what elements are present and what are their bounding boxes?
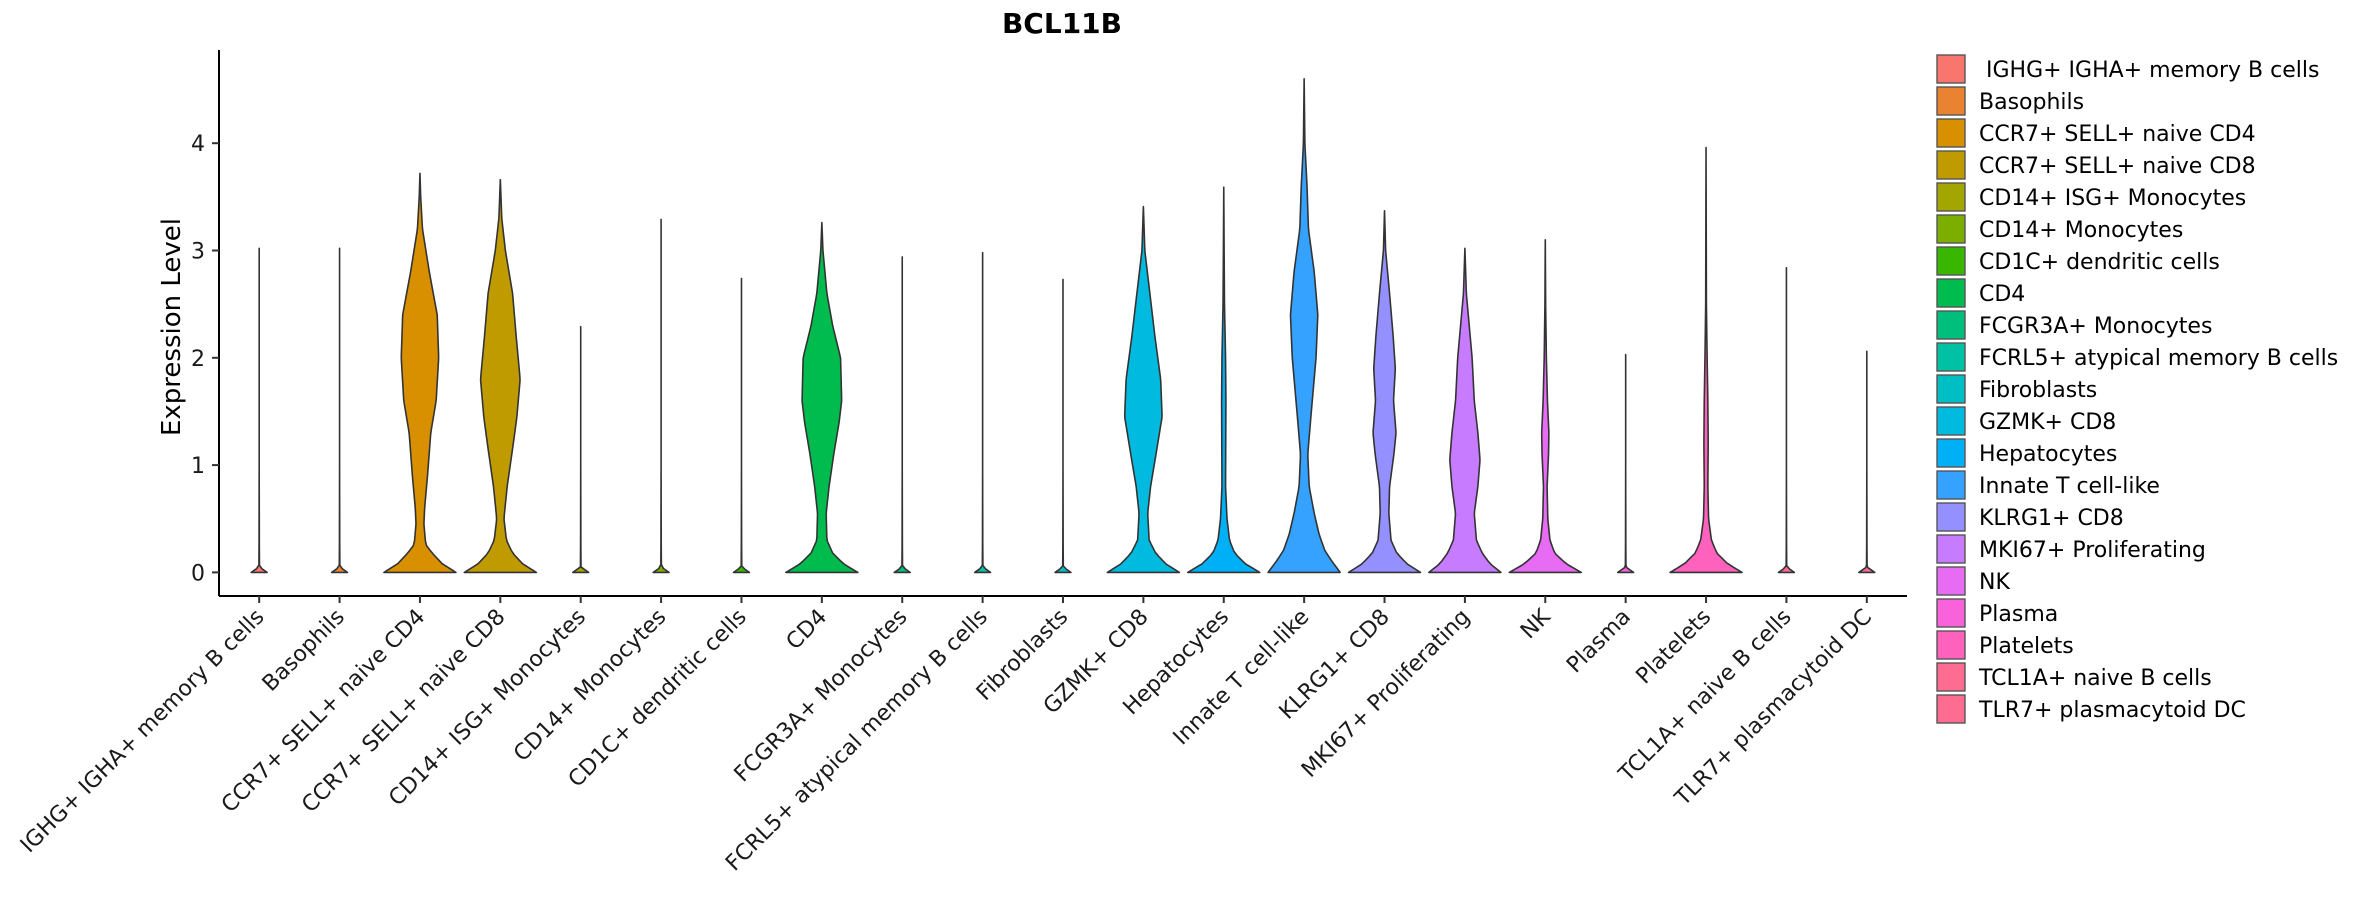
violin-ighg-igha-memory-b-cells <box>250 247 268 574</box>
y-tick-label: 3 <box>191 240 205 265</box>
legend-swatch-fibroblasts <box>1936 374 1966 404</box>
legend-label-fibroblasts: Fibroblasts <box>1979 378 2097 403</box>
legend-label-cd4: CD4 <box>1979 282 2025 307</box>
violin-cd1c-dendritic-cells <box>732 277 751 574</box>
violin-cd4 <box>785 221 859 574</box>
violin-nk <box>1508 238 1583 574</box>
legend-swatch-plasma <box>1936 598 1966 628</box>
violin-fcgr3a-monocytes <box>893 256 911 574</box>
legend-swatch-cd4 <box>1936 278 1966 308</box>
violin-klrg1-cd8 <box>1347 210 1422 574</box>
y-tick-label: 1 <box>191 454 205 479</box>
legend-swatch-nk <box>1936 566 1966 596</box>
legend-swatch-ighg-igha-memory-b-cells <box>1936 54 1966 84</box>
legend-label-fcrl5-atypical-memory-b-cells: FCRL5+ atypical memory B cells <box>1979 346 2338 371</box>
chart-title: BCL11B <box>1002 7 1122 40</box>
legend-swatch-cd14-monocytes <box>1936 214 1966 244</box>
violin-plasma <box>1616 353 1635 574</box>
legend-label-cd1c-dendritic-cells: CD1C+ dendritic cells <box>1979 250 2220 275</box>
legend-label-basophils: Basophils <box>1979 90 2084 115</box>
violin-innate-t-cell-like <box>1267 78 1341 574</box>
legend-label-gzmk-cd8: GZMK+ CD8 <box>1979 410 2116 435</box>
violin-cd14-monocytes <box>652 218 670 574</box>
legend-swatch-klrg1-cd8 <box>1936 502 1966 532</box>
legend-label-cd14-isg-monocytes: CD14+ ISG+ Monocytes <box>1979 186 2246 211</box>
legend-swatch-cd14-isg-monocytes <box>1936 182 1966 212</box>
legend-swatch-tcl1a-naive-b-cells <box>1936 662 1966 692</box>
legend-swatch-fcgr3a-monocytes <box>1936 310 1966 340</box>
legend-label-tlr7-plasmacytoid-dc: TLR7+ plasmacytoid DC <box>1978 698 2246 723</box>
violin-tcl1a-naive-b-cells <box>1777 266 1796 574</box>
legend-swatch-fcrl5-atypical-memory-b-cells <box>1936 342 1966 372</box>
legend: IGHG+ IGHA+ memory B cells Basophils CCR7+… <box>1936 54 2338 724</box>
legend-label-hepatocytes: Hepatocytes <box>1979 442 2117 467</box>
violin-platelets <box>1669 146 1743 574</box>
legend-swatch-ccr7-sell-naive-cd4 <box>1936 118 1966 148</box>
legend-label-cd14-monocytes: CD14+ Monocytes <box>1979 218 2183 243</box>
legend-swatch-platelets <box>1936 630 1966 660</box>
legend-label-klrg1-cd8: KLRG1+ CD8 <box>1979 506 2124 531</box>
legend-label-nk: NK <box>1979 570 2010 595</box>
violin-fcrl5-atypical-memory-b-cells <box>973 251 992 574</box>
violin-fibroblasts <box>1054 278 1072 574</box>
violin-ccr7-sell-naive-cd4 <box>383 172 457 574</box>
y-tick-label: 0 <box>191 561 205 586</box>
y-axis-title: Expression Level <box>157 218 187 436</box>
legend-label-platelets: Platelets <box>1979 634 2074 659</box>
violin-layer <box>250 78 1876 574</box>
legend-label-plasma: Plasma <box>1979 602 2058 627</box>
y-tick-label: 4 <box>191 132 205 157</box>
legend-swatch-cd1c-dendritic-cells <box>1936 246 1966 276</box>
legend-swatch-hepatocytes <box>1936 438 1966 468</box>
legend-swatch-gzmk-cd8 <box>1936 406 1966 436</box>
violin-basophils <box>330 247 349 574</box>
violin-gzmk-cd8 <box>1106 205 1181 574</box>
y-tick-label: 2 <box>191 347 205 372</box>
legend-label-ccr7-sell-naive-cd8: CCR7+ SELL+ naive CD8 <box>1979 154 2256 179</box>
legend-label-innate-t-cell-like: Innate T cell-like <box>1979 474 2160 499</box>
legend-label-ighg-igha-memory-b-cells: IGHG+ IGHA+ memory B cells <box>1979 58 2319 83</box>
legend-label-ccr7-sell-naive-cd4: CCR7+ SELL+ naive CD4 <box>1979 122 2256 147</box>
legend-swatch-basophils <box>1936 86 1966 116</box>
legend-label-tcl1a-naive-b-cells: TCL1A+ naive B cells <box>1978 666 2212 691</box>
violin-hepatocytes <box>1186 186 1261 574</box>
violin-cd14-isg-monocytes <box>571 325 590 574</box>
legend-swatch-mki67-proliferating <box>1936 534 1966 564</box>
legend-swatch-ccr7-sell-naive-cd8 <box>1936 150 1966 180</box>
violin-mki67-proliferating <box>1428 247 1502 574</box>
legend-label-fcgr3a-monocytes: FCGR3A+ Monocytes <box>1979 314 2212 339</box>
legend-label-mki67-proliferating: MKI67+ Proliferating <box>1979 538 2206 563</box>
legend-swatch-tlr7-plasmacytoid-dc <box>1936 694 1966 724</box>
legend-swatch-innate-t-cell-like <box>1936 470 1966 500</box>
violin-ccr7-sell-naive-cd8 <box>463 178 538 574</box>
violin-tlr7-plasmacytoid-dc <box>1858 350 1876 574</box>
